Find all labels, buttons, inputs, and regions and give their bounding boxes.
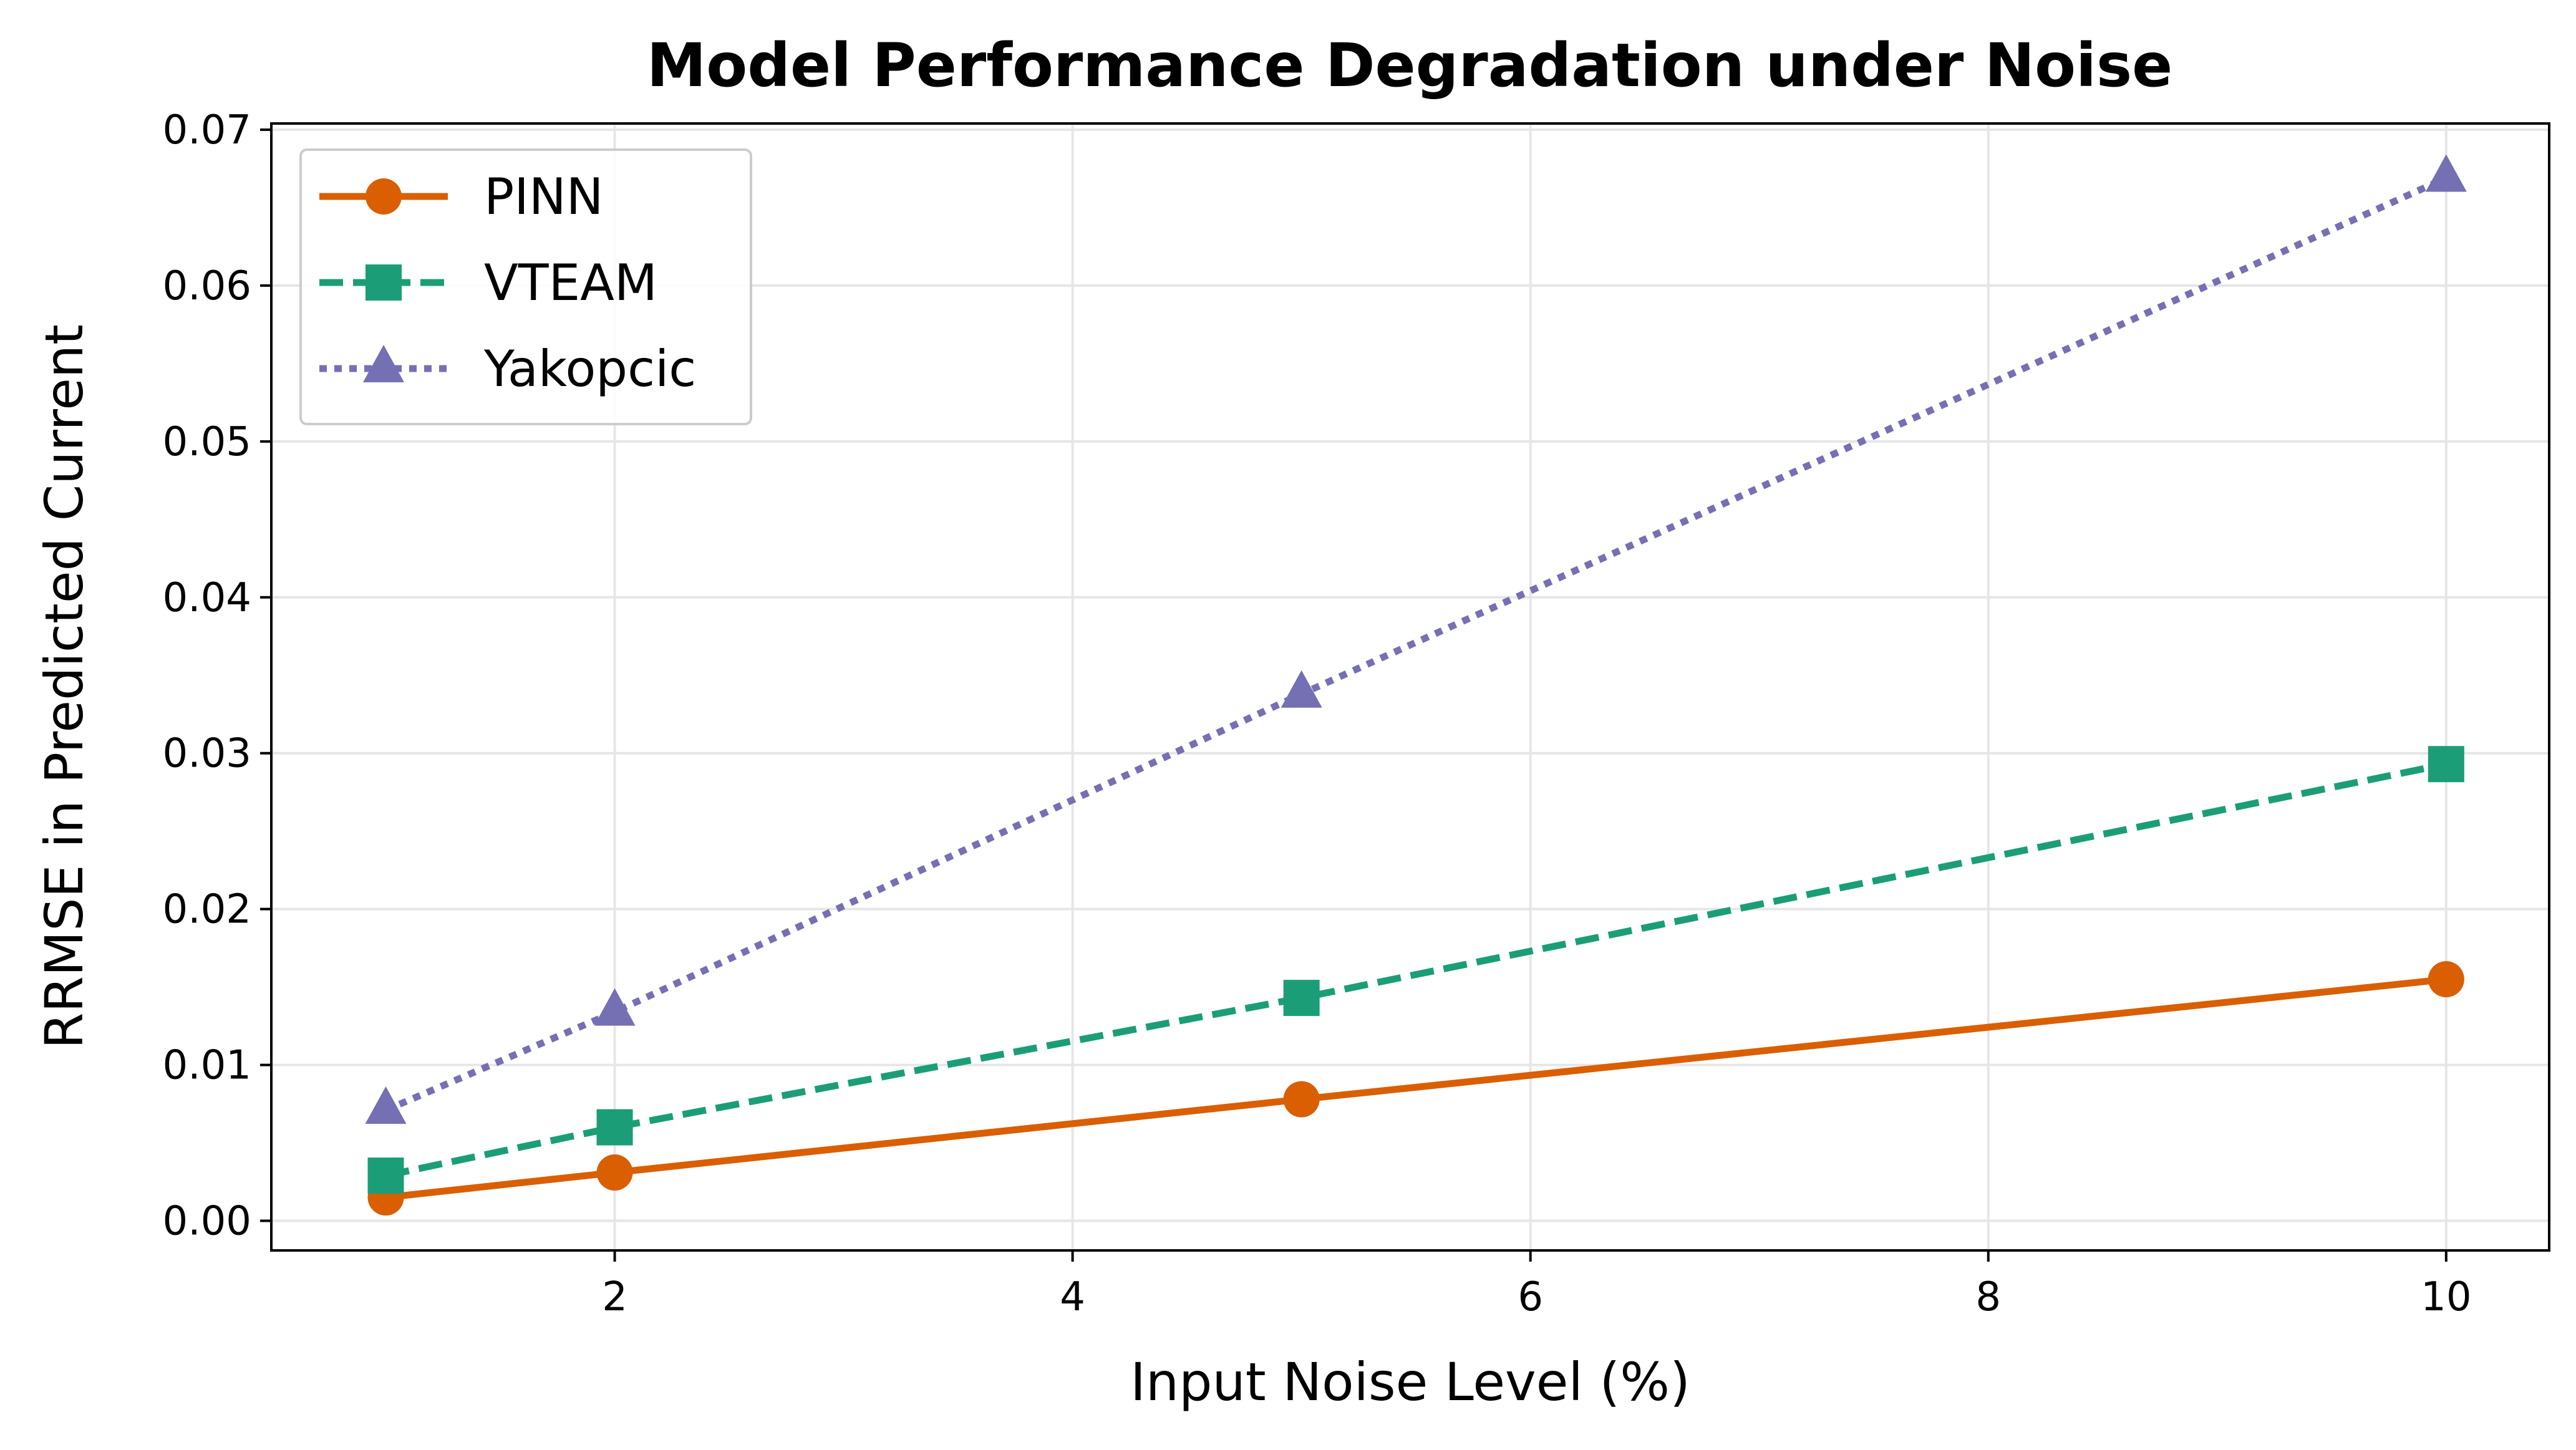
- data-point-pinn: [1283, 1081, 1320, 1118]
- data-point-vteam: [1283, 980, 1320, 1017]
- data-point-vteam: [596, 1109, 633, 1146]
- y-tick-label: 0.00: [163, 1199, 252, 1245]
- y-tick-label: 0.03: [163, 731, 252, 777]
- data-point-yakopcic: [365, 1086, 407, 1124]
- axis-ticks: 2 4 6 8 10 0.00 0.01 0.02 0.03 0.04 0.05 0.06 0.07: [163, 107, 2472, 1320]
- y-tick-label: 0.04: [163, 575, 252, 621]
- data-point-pinn: [596, 1154, 633, 1191]
- chart-title: Model Performance Degradation under Nois…: [647, 31, 2173, 100]
- data-point-yakopcic: [2425, 154, 2467, 192]
- series-line-vteam: [385, 760, 2447, 1179]
- y-tick-label: 0.05: [163, 419, 252, 465]
- x-tick-label: 2: [602, 1274, 627, 1320]
- plot-frame: [270, 122, 2550, 1252]
- legend-label-vteam: VTEAM: [484, 254, 657, 312]
- x-tick-label: 10: [2421, 1274, 2471, 1320]
- legend: PINN VTEAM Yakopcic: [299, 148, 752, 425]
- legend-label-pinn: PINN: [484, 168, 604, 226]
- legend-item-vteam: VTEAM: [319, 254, 657, 312]
- legend-label-yakopcic: Yakopcic: [483, 340, 696, 398]
- legend-box: [299, 148, 752, 425]
- y-tick-label: 0.02: [163, 887, 252, 933]
- data-point-yakopcic: [594, 988, 636, 1026]
- data-point-vteam: [2428, 746, 2464, 783]
- series-line-yakopcic: [384, 175, 2448, 1114]
- legend-item-pinn: PINN: [319, 168, 604, 226]
- x-tick-label: 4: [1060, 1274, 1085, 1320]
- plot-series: [365, 154, 2467, 1216]
- legend-marker-pinn: [366, 178, 402, 215]
- legend-marker-vteam: [366, 264, 402, 301]
- data-point-pinn: [2428, 961, 2464, 998]
- y-tick-label: 0.06: [163, 263, 252, 309]
- y-tick-label: 0.07: [163, 107, 252, 153]
- legend-item-yakopcic: Yakopcic: [319, 340, 696, 398]
- series-line-pinn: [385, 975, 2447, 1201]
- y-tick-label: 0.01: [163, 1043, 252, 1089]
- x-tick-label: 8: [1975, 1274, 2001, 1320]
- series-vteam: [367, 746, 2464, 1194]
- series-pinn: [367, 961, 2464, 1216]
- series-yakopcic: [365, 154, 2467, 1124]
- data-point-yakopcic: [1281, 670, 1322, 708]
- y-axis-label: RRMSE in Predicted Current: [34, 324, 95, 1049]
- legend-marker-yakopcic: [363, 345, 404, 382]
- x-axis-label: Input Noise Level (%): [1130, 1351, 1690, 1413]
- data-point-vteam: [367, 1158, 404, 1194]
- x-tick-label: 6: [1518, 1274, 1543, 1320]
